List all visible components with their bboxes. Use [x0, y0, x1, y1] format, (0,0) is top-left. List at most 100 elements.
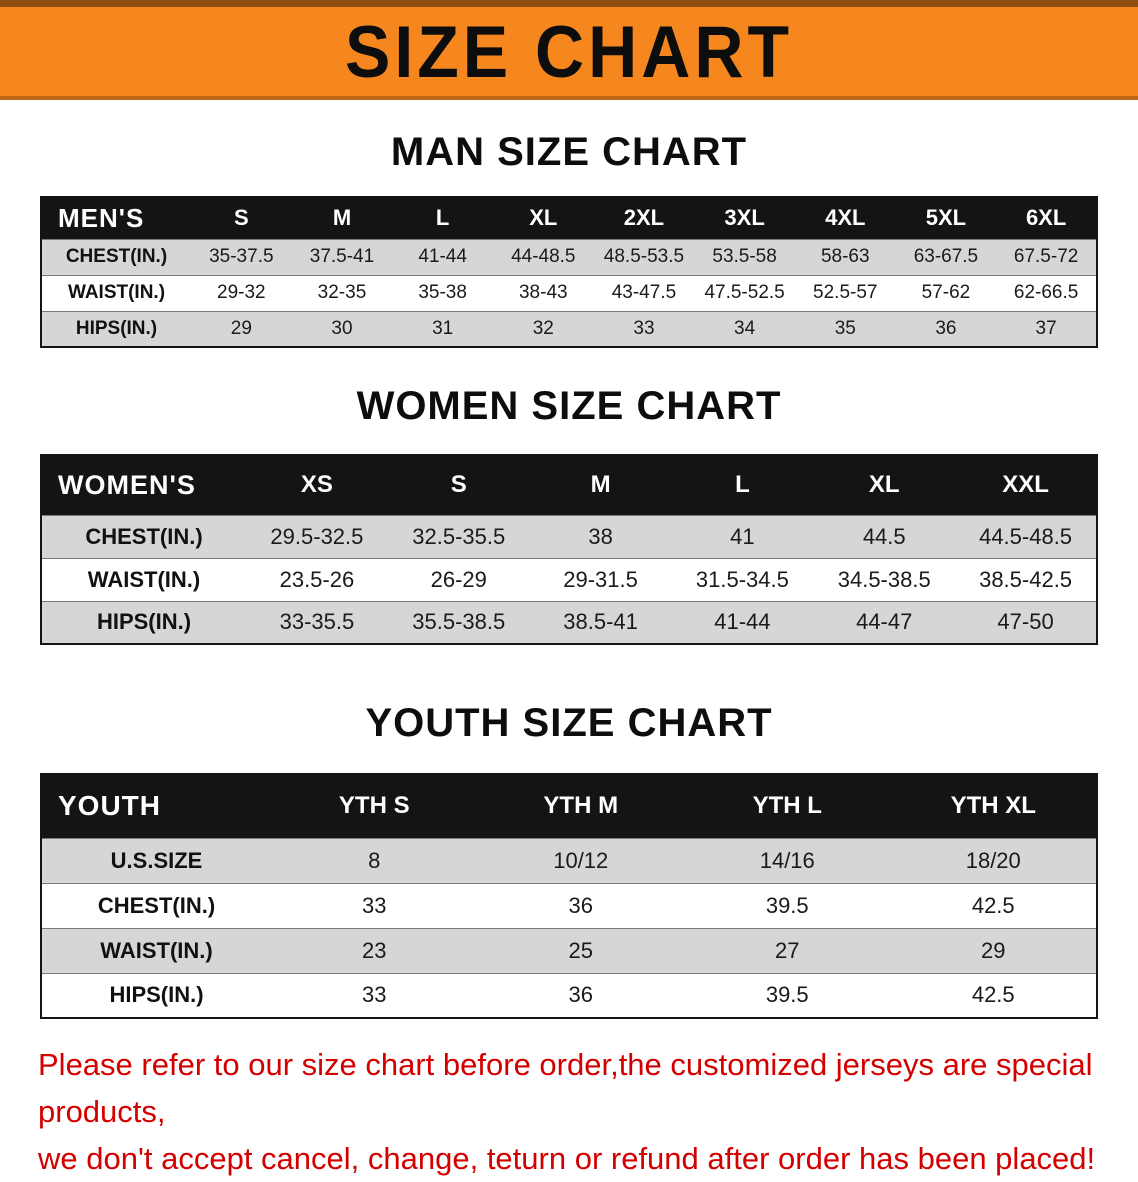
- size-header-cell: M: [291, 197, 393, 239]
- measurement-row: HIPS(IN.) 33 36 39.5 42.5: [41, 973, 1097, 1018]
- measurement-value-cell: 37.5-41: [309, 246, 375, 267]
- measurement-value-cell: 41-44: [714, 609, 771, 635]
- measurement-value-cell: 38.5-41: [563, 609, 638, 635]
- size-header-cell: XL: [813, 455, 956, 515]
- measurement-value-cell: 10/12: [553, 847, 609, 873]
- measurement-label-cell: HIPS(IN.): [75, 317, 158, 339]
- measurement-value-cell: 41-44: [418, 246, 467, 267]
- measurement-value-cell: 35.5-38.5: [412, 609, 506, 635]
- measurement-value-cell: 53.5-58: [712, 246, 777, 267]
- measurement-value-cell: 34: [734, 317, 756, 339]
- measurement-label-cell: WAIST(IN.): [100, 937, 213, 963]
- table-header-row: YOUTH YTH S YTH M YTH L YTH XL: [41, 774, 1097, 838]
- measurement-value-cell: 44-47: [856, 609, 913, 635]
- disclaimer-line-2: we don't accept cancel, change, teturn o…: [38, 1141, 1096, 1176]
- size-header-cell: XL: [492, 197, 594, 239]
- measurement-row: WAIST(IN.) 23 25 27 29: [41, 928, 1097, 973]
- measurement-value-cell: 36: [568, 982, 593, 1008]
- measurement-value-cell: 32-35: [317, 282, 367, 303]
- table-header-row: WOMEN'S XS S M L XL XXL: [41, 455, 1097, 515]
- measurement-value-cell: 44-48.5: [511, 246, 576, 267]
- women-size-chart-heading: WOMEN SIZE CHART: [356, 384, 782, 428]
- size-header-cell: YTH XL: [890, 774, 1097, 838]
- measurement-value-cell: 47-50: [997, 609, 1054, 635]
- men-size-chart-heading: MAN SIZE CHART: [390, 130, 748, 174]
- measurement-label-cell: CHEST(IN.): [85, 523, 203, 549]
- measurement-value-cell: 29: [981, 937, 1006, 963]
- page-title: SIZE CHART: [345, 10, 793, 93]
- measurement-value-cell: 31.5-34.5: [695, 566, 789, 592]
- youth-size-chart-heading: YOUTH SIZE CHART: [365, 701, 773, 745]
- measurement-value-cell: 33-35.5: [279, 609, 355, 635]
- measurement-row: HIPS(IN.) 29 30 31 32 33 34 35 36 37: [41, 311, 1097, 347]
- measurement-value-cell: 38.5-42.5: [979, 566, 1073, 592]
- measurement-value-cell: 18/20: [965, 847, 1021, 873]
- size-header-cell: L: [392, 197, 493, 239]
- size-header-cell: 3XL: [694, 197, 795, 239]
- banner: SIZE CHART: [0, 0, 1138, 100]
- measurement-value-cell: 58-63: [820, 246, 870, 267]
- measurement-value-cell: 23: [362, 937, 387, 963]
- table-title-cell: WOMEN'S: [41, 455, 246, 515]
- table-title-cell: YOUTH: [41, 774, 271, 838]
- disclaimer-line-1: Please refer to our size chart before or…: [38, 1047, 1093, 1129]
- size-header-cell: YTH S: [271, 774, 478, 838]
- measurement-value-cell: 29: [230, 317, 252, 339]
- measurement-value-cell: 41: [730, 523, 755, 549]
- measurement-value-cell: 30: [331, 317, 353, 339]
- measurement-label-cell: HIPS(IN.): [96, 609, 192, 635]
- disclaimer-note: Please refer to our size chart before or…: [38, 1041, 1100, 1182]
- measurement-label-cell: CHEST(IN.): [65, 246, 168, 267]
- measurement-value-cell: 39.5: [765, 982, 809, 1008]
- measurement-row: WAIST(IN.) 29-32 32-35 35-38 38-43 43-47.5 47.…: [41, 275, 1097, 311]
- measurement-value-cell: 67.5-72: [1013, 246, 1079, 267]
- size-header-cell: YTH L: [684, 774, 891, 838]
- measurement-value-cell: 29.5-32.5: [270, 523, 364, 549]
- measurement-label-cell: WAIST(IN.): [87, 566, 201, 592]
- measurement-row: U.S.SIZE 8 10/12 14/16 18/20: [41, 838, 1097, 883]
- size-header-cell: YTH M: [477, 774, 684, 838]
- measurement-label-cell: U.S.SIZE: [110, 847, 203, 873]
- size-header-cell: L: [671, 455, 814, 515]
- measurement-value-cell: 32: [532, 317, 554, 339]
- size-header-cell: XXL: [955, 455, 1097, 515]
- measurement-value-cell: 42.5: [971, 982, 1015, 1008]
- measurement-value-cell: 33: [362, 982, 387, 1008]
- women-size-table: WOMEN'S XS S M L XL XXL CHEST(IN.) 29.5-32.5 32.5…: [40, 454, 1098, 645]
- measurement-value-cell: 29-31.5: [563, 566, 638, 592]
- measurement-label-cell: WAIST(IN.): [67, 282, 166, 303]
- measurement-value-cell: 42.5: [971, 892, 1015, 918]
- measurement-value-cell: 34.5-38.5: [837, 566, 931, 592]
- measurement-value-cell: 35-37.5: [209, 246, 274, 267]
- measurement-value-cell: 52.5-57: [813, 282, 878, 303]
- table-header-row: MEN'S S M L XL 2XL 3XL 4XL 5XL 6XL: [41, 197, 1097, 239]
- measurement-value-cell: 37: [1035, 317, 1057, 339]
- measurement-value-cell: 63-67.5: [913, 246, 979, 267]
- measurement-value-cell: 44.5-48.5: [979, 523, 1073, 549]
- size-header-cell: 6XL: [996, 197, 1097, 239]
- measurement-value-cell: 36: [568, 892, 593, 918]
- section-youth: YOUTH SIZE CHART YOUTH YTH S YTH M YTH L YTH…: [0, 699, 1138, 1019]
- measurement-value-cell: 25: [568, 937, 593, 963]
- measurement-value-cell: 33: [362, 892, 387, 918]
- measurement-value-cell: 23.5-26: [279, 566, 355, 592]
- measurement-value-cell: 33: [633, 317, 655, 339]
- measurement-row: WAIST(IN.) 23.5-26 26-29 29-31.5 31.5-34.5 34…: [41, 558, 1097, 601]
- measurement-value-cell: 39.5: [765, 892, 809, 918]
- measurement-label-cell: HIPS(IN.): [109, 982, 204, 1008]
- measurement-value-cell: 38-43: [518, 282, 568, 303]
- measurement-value-cell: 14/16: [759, 847, 815, 873]
- size-header-cell: S: [387, 455, 530, 515]
- measurement-row: CHEST(IN.) 35-37.5 37.5-41 41-44 44-48.5 48.5…: [41, 239, 1097, 275]
- section-women: WOMEN SIZE CHART WOMEN'S XS S M L XL XXL CHEST(…: [0, 382, 1138, 645]
- measurement-value-cell: 29-32: [217, 282, 266, 303]
- size-header-cell: 4XL: [794, 197, 896, 239]
- measurement-value-cell: 26-29: [430, 566, 487, 592]
- measurement-value-cell: 8: [368, 847, 381, 873]
- measurement-value-cell: 35-38: [418, 282, 467, 303]
- measurement-row: CHEST(IN.) 29.5-32.5 32.5-35.5 38 41 44.5 44.5…: [41, 515, 1097, 558]
- measurement-value-cell: 47.5-52.5: [704, 282, 785, 303]
- measurement-value-cell: 27: [775, 937, 800, 963]
- measurement-value-cell: 32.5-35.5: [412, 523, 506, 549]
